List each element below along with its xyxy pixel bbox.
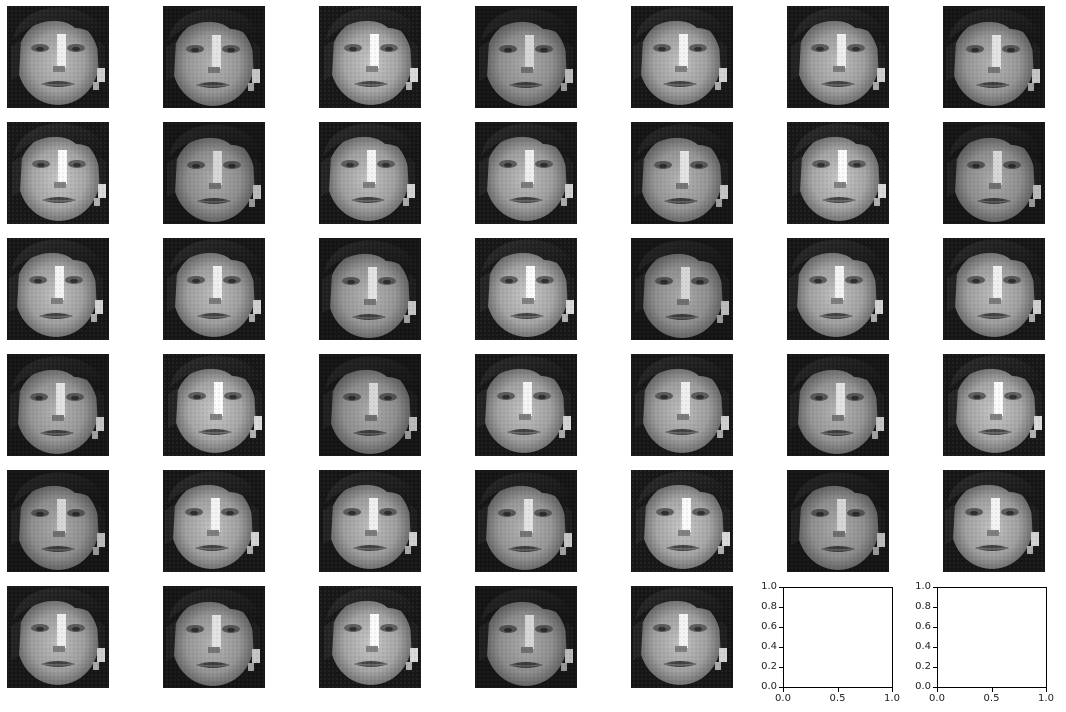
face-image-18 bbox=[475, 238, 577, 340]
face-image-25 bbox=[475, 354, 577, 456]
y-tick-mark bbox=[933, 687, 937, 688]
face-image-15 bbox=[7, 238, 109, 340]
y-tick-label: 0.2 bbox=[761, 661, 777, 672]
y-tick-label: 0.6 bbox=[761, 621, 777, 632]
y-tick-label: 0.8 bbox=[761, 601, 777, 612]
face-image-32 bbox=[475, 470, 577, 572]
x-tick-mark bbox=[837, 688, 839, 692]
face-image-19 bbox=[631, 238, 733, 340]
face-image-37 bbox=[163, 586, 265, 688]
x-tick-mark bbox=[937, 688, 938, 692]
y-tick-mark bbox=[933, 647, 937, 648]
x-tick-label: 0.0 bbox=[929, 693, 945, 704]
y-tick-mark bbox=[933, 607, 937, 608]
x-tick-label: 0.5 bbox=[983, 693, 1000, 704]
y-tick-label: 0.2 bbox=[915, 661, 931, 672]
face-image-11 bbox=[475, 122, 577, 224]
face-image-27 bbox=[787, 354, 889, 456]
face-image-3 bbox=[319, 6, 421, 108]
y-tick-label: 0.4 bbox=[915, 641, 931, 652]
face-image-22 bbox=[7, 354, 109, 456]
y-tick-label: 0.4 bbox=[761, 641, 777, 652]
y-tick-mark bbox=[779, 687, 783, 688]
face-image-24 bbox=[319, 354, 421, 456]
y-tick-mark bbox=[933, 587, 937, 588]
y-tick-mark bbox=[779, 667, 783, 668]
x-tick-mark bbox=[892, 688, 893, 692]
face-image-40 bbox=[631, 586, 733, 688]
y-tick-mark bbox=[779, 607, 783, 608]
y-tick-label: 0.8 bbox=[915, 601, 931, 612]
face-image-38 bbox=[319, 586, 421, 688]
face-image-23 bbox=[163, 354, 265, 456]
face-image-6 bbox=[787, 6, 889, 108]
face-image-9 bbox=[163, 122, 265, 224]
face-image-33 bbox=[631, 470, 733, 572]
y-tick-mark bbox=[779, 587, 783, 588]
x-tick-label: 1.0 bbox=[884, 693, 900, 704]
face-image-17 bbox=[319, 238, 421, 340]
face-image-36 bbox=[7, 586, 109, 688]
x-tick-mark bbox=[783, 688, 784, 692]
face-image-14 bbox=[943, 122, 1045, 224]
x-tick-label: 1.0 bbox=[1038, 693, 1054, 704]
face-image-26 bbox=[631, 354, 733, 456]
face-image-5 bbox=[631, 6, 733, 108]
face-image-13 bbox=[787, 122, 889, 224]
face-image-30 bbox=[163, 470, 265, 572]
face-image-1 bbox=[7, 6, 109, 108]
x-tick-mark bbox=[1046, 688, 1047, 692]
face-image-39 bbox=[475, 586, 577, 688]
face-image-35 bbox=[943, 470, 1045, 572]
empty-axes-1 bbox=[783, 587, 893, 688]
y-tick-label: 1.0 bbox=[915, 581, 931, 592]
y-tick-mark bbox=[779, 627, 783, 628]
face-image-31 bbox=[319, 470, 421, 572]
face-image-20 bbox=[787, 238, 889, 340]
face-image-7 bbox=[943, 6, 1045, 108]
face-image-34 bbox=[787, 470, 889, 572]
face-image-21 bbox=[943, 238, 1045, 340]
face-image-29 bbox=[7, 470, 109, 572]
empty-axes-2 bbox=[937, 587, 1047, 688]
face-image-8 bbox=[7, 122, 109, 224]
face-image-16 bbox=[163, 238, 265, 340]
y-tick-mark bbox=[933, 667, 937, 668]
x-tick-label: 0.0 bbox=[775, 693, 791, 704]
y-tick-mark bbox=[933, 627, 937, 628]
face-image-4 bbox=[475, 6, 577, 108]
x-tick-label: 0.5 bbox=[829, 693, 846, 704]
face-image-12 bbox=[631, 122, 733, 224]
face-image-2 bbox=[163, 6, 265, 108]
y-tick-label: 1.0 bbox=[761, 581, 777, 592]
face-image-10 bbox=[319, 122, 421, 224]
x-tick-mark bbox=[991, 688, 993, 692]
y-tick-label: 0.0 bbox=[915, 681, 931, 692]
y-tick-mark bbox=[779, 647, 783, 648]
y-tick-label: 0.0 bbox=[761, 681, 777, 692]
face-image-28 bbox=[943, 354, 1045, 456]
y-tick-label: 0.6 bbox=[915, 621, 931, 632]
